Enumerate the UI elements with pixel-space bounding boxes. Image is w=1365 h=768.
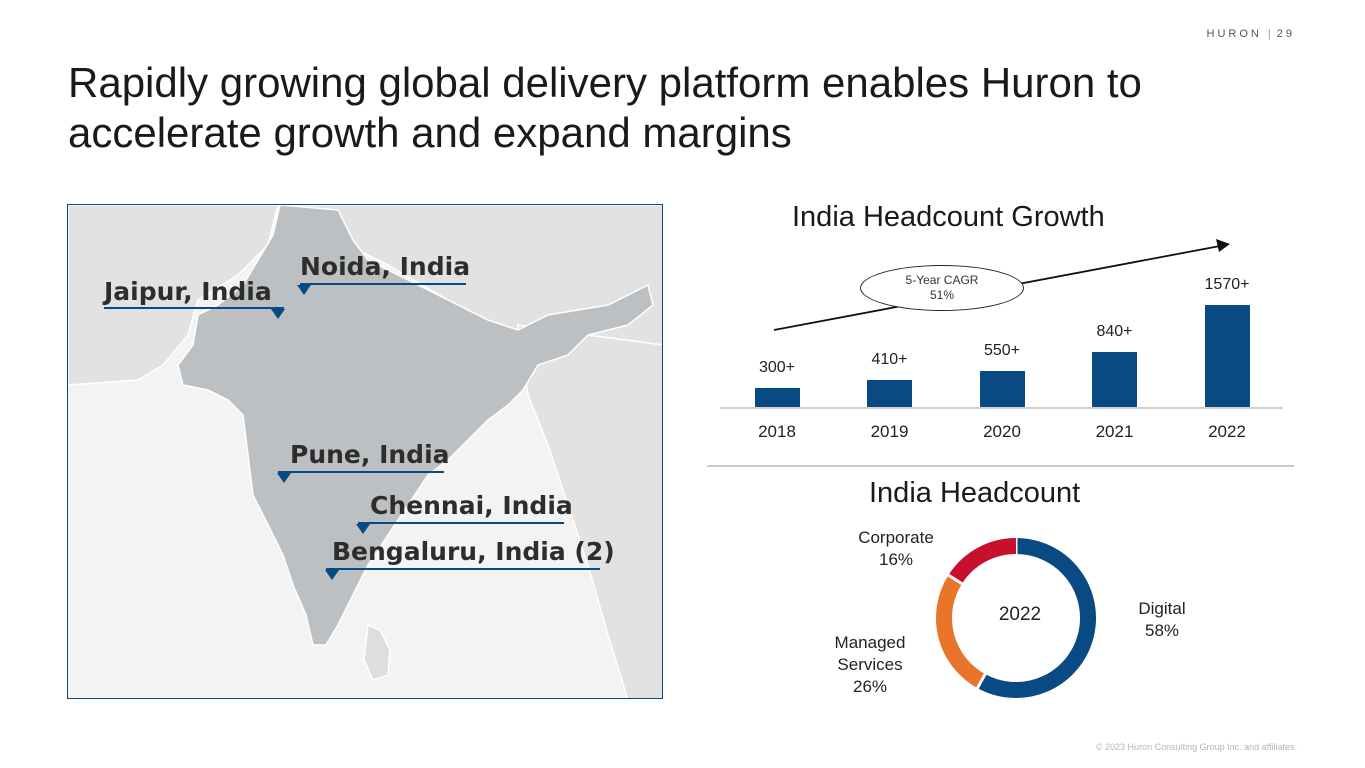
bar-2019 — [867, 380, 912, 407]
bar-chart-baseline — [720, 407, 1283, 409]
donut-label-digital: Digital 58% — [1112, 598, 1212, 642]
brand-name: HURON — [1206, 28, 1262, 40]
donut-center-label: 2022 — [998, 604, 1042, 625]
donut-chart-title: India Headcount — [869, 477, 1081, 509]
bar-category-label-2019: 2019 — [870, 422, 909, 441]
map-pin-jaipur-icon — [271, 309, 285, 319]
donut-chart — [936, 537, 1096, 698]
cagr-annotation-label: 5-Year CAGR — [905, 273, 979, 287]
slide-title: Rapidly growing global delivery platform… — [68, 59, 1142, 156]
bar-category-label-2018: 2018 — [758, 422, 796, 441]
neighbor-land-west — [68, 205, 279, 386]
city-label-chennai: Chennai, India — [370, 491, 573, 520]
section-divider — [707, 465, 1294, 467]
sri-lanka — [363, 623, 391, 681]
map-pin-bengaluru-icon — [325, 570, 339, 580]
bar-value-label-2021: 840+ — [1096, 323, 1133, 341]
map-graphic — [68, 205, 662, 698]
bar-category-label-2020: 2020 — [983, 422, 1021, 441]
bar-value-label-2020: 550+ — [983, 342, 1021, 360]
donut-label-corporate: Corporate 16% — [836, 527, 956, 571]
donut-slice-digital — [977, 538, 1096, 698]
header-brand: HURON | 29 — [1206, 28, 1295, 40]
bar-value-label-2018: 300+ — [758, 358, 796, 376]
city-underline-pune — [278, 471, 444, 473]
donut-label-digital-value: 58% — [1144, 621, 1180, 640]
copyright: © 2023 Huron Consulting Group Inc. and a… — [1095, 742, 1297, 752]
donut-slice-separator — [975, 672, 987, 690]
donut-label-managed-services-value: 26% — [852, 677, 888, 696]
city-label-jaipur: Jaipur, India — [104, 277, 272, 306]
city-label-bengaluru: Bengaluru, India (2) — [332, 537, 615, 566]
city-underline-jaipur — [104, 307, 284, 309]
city-label-noida: Noida, India — [300, 252, 471, 281]
bar-2022 — [1204, 305, 1250, 407]
map-pin-pune-icon — [277, 473, 291, 483]
bar-2018 — [754, 387, 800, 407]
cagr-annotation-value: 51% — [929, 288, 955, 302]
bar-2021 — [1092, 352, 1137, 407]
donut-label-managed-services-name: Managed Services — [834, 633, 906, 674]
bar-chart-title: India Headcount Growth — [792, 201, 1105, 233]
donut-label-corporate-name: Corporate — [858, 528, 934, 547]
india-map: Jaipur, India Noida, India Pune, India C… — [67, 204, 663, 699]
map-pin-noida-icon — [297, 285, 311, 295]
page-number: 29 — [1276, 28, 1295, 40]
donut-label-digital-name: Digital — [1138, 599, 1186, 618]
bar-category-label-2022: 2022 — [1208, 422, 1246, 441]
donut-slice-managed-services — [936, 575, 986, 689]
city-underline-noida — [300, 283, 466, 285]
neighbor-land-east — [517, 324, 662, 698]
donut-slice-corporate — [948, 538, 1017, 584]
cagr-annotation: 5-Year CAGR 51% — [860, 265, 1024, 311]
city-underline-chennai — [358, 522, 564, 524]
map-pin-chennai-icon — [356, 524, 370, 534]
city-label-pune: Pune, India — [290, 440, 450, 469]
donut-label-corporate-value: 16% — [878, 550, 914, 569]
bar-value-label-2019: 410+ — [871, 351, 908, 369]
donut-slice-separator — [946, 573, 964, 586]
india-land — [177, 205, 654, 646]
bar-value-label-2022: 1570+ — [1204, 276, 1250, 293]
bar-2020 — [979, 371, 1025, 407]
city-underline-bengaluru — [326, 568, 600, 570]
donut-label-managed-services: Managed Services 26% — [810, 632, 930, 698]
bar-category-label-2021: 2021 — [1095, 422, 1134, 441]
